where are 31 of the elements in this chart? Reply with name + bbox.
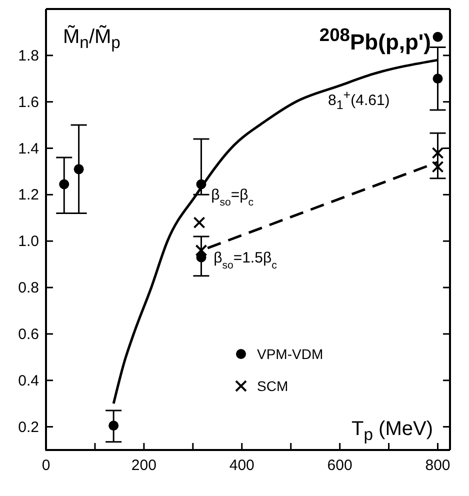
point [432,160,444,173]
x-tick-label: 600 [327,457,352,474]
text: $^{208}$Pb(p,p') [319,24,431,56]
y-tick-label: 1.6 [18,94,39,111]
y-tick-label: 0.6 [18,326,39,343]
x-tick-label: 200 [131,457,156,474]
y-axis-title: M̃$_{n}$/M̃$_{p}$ [63,26,120,53]
point [432,32,443,42]
point [59,179,70,190]
point [193,216,206,229]
annotation: 8$_{1}$$^{+}$(4.61) [328,88,390,112]
y-tick-label: 0.8 [18,280,39,297]
y-tick-label: 1.4 [18,140,39,158]
y-tick-label: 0.2 [18,418,39,436]
y-tick-label: 1.0 [18,233,39,250]
point [195,244,208,256]
point [74,164,84,174]
x-tick-label: 400 [229,457,254,474]
x-tick-label: 800 [425,457,450,474]
y-tick-label: 0.4 [18,372,39,390]
y-tick-label: 1.2 [18,186,39,204]
legend-label: VPM-VDM [257,346,324,362]
annotation: β$_{so}$=β$_{c}$ [211,186,254,209]
x-axis-title: T$_{p}$ (MeV) [352,418,433,445]
point [196,179,206,190]
annotation: β$_{so}$=1.5β$_{c}$ [214,249,277,272]
x-tick-label: 0 [42,457,50,474]
point [432,74,443,84]
legend-label: SCM [257,378,288,394]
point [108,420,119,431]
y-tick-label: 1.8 [18,47,39,64]
